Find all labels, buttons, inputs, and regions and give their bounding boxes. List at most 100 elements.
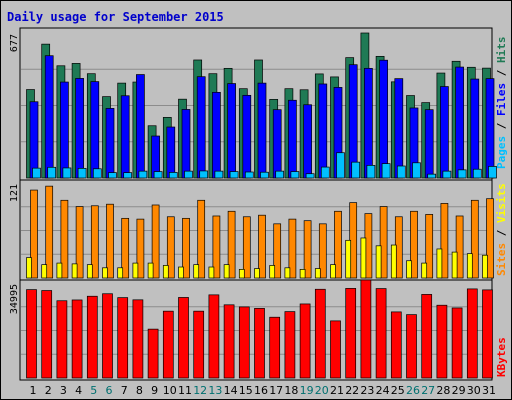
kbytes-bar-22: [345, 288, 357, 379]
pages-bar-28: [442, 170, 452, 179]
y-axis-labels: 677 121 34995: [9, 34, 20, 314]
sites-bar-24: [375, 245, 382, 279]
files-bar-18: [288, 99, 297, 179]
x-label-day-19: 19: [300, 384, 314, 397]
x-label-day-30: 30: [467, 384, 481, 397]
legend-item-files: Files: [495, 83, 508, 116]
pages-bar-12: [199, 170, 209, 179]
x-label-day-15: 15: [239, 384, 253, 397]
pages-bar-26: [412, 162, 421, 179]
kbytes-bar-25: [390, 311, 402, 379]
sites-bar-26: [406, 260, 412, 279]
kbytes-bar-7: [117, 297, 129, 379]
x-label-day-14: 14: [224, 384, 238, 397]
x-label-day-16: 16: [254, 384, 268, 397]
pages-bar-30: [472, 168, 482, 179]
kbytes-bar-28: [436, 304, 448, 379]
x-label-day-21: 21: [330, 384, 344, 397]
visits-bar-5: [90, 205, 99, 279]
sites-bar-4: [71, 263, 78, 279]
sites-bar-29: [451, 251, 458, 279]
sites-bar-16: [254, 268, 260, 279]
visits-bar-26: [410, 210, 418, 279]
kbytes-bar-20: [314, 288, 326, 379]
x-label-day-17: 17: [269, 384, 283, 397]
sites-bar-18: [284, 267, 291, 279]
files-bar-3: [60, 81, 69, 179]
kbytes-bar-10: [162, 310, 174, 379]
kbytes-bar-6: [102, 293, 113, 379]
sites-bar-20: [314, 268, 321, 279]
pages-bar-17: [275, 170, 285, 179]
x-label-day-12: 12: [193, 384, 207, 397]
bars: [26, 32, 497, 379]
visits-bar-8: [136, 218, 145, 279]
files-bar-8: [136, 74, 145, 179]
kbytes-bar-2: [41, 290, 53, 379]
x-label-day-6: 6: [106, 384, 113, 397]
x-label-day-28: 28: [436, 384, 450, 397]
legends: Pages / Files / Hits Sites / Visits KBytes: [495, 37, 508, 378]
sites-bar-12: [193, 264, 200, 279]
files-bar-20: [318, 83, 328, 179]
legend-item-visits: Visits: [495, 183, 508, 223]
x-label-day-2: 2: [45, 384, 52, 397]
pages-bar-18: [290, 171, 300, 179]
x-label-day-22: 22: [345, 384, 359, 397]
sites-bar-22: [345, 239, 352, 279]
visits-bar-19: [303, 220, 312, 279]
kbytes-bar-11: [178, 297, 189, 379]
x-label-day-8: 8: [136, 384, 143, 397]
visits-bar-27: [425, 214, 434, 279]
legend-item-hits: Hits: [495, 37, 508, 64]
files-bar-12: [196, 76, 206, 179]
legend-separator: /: [495, 116, 508, 136]
visits-bar-13: [212, 215, 221, 279]
kbytes-bar-30: [466, 288, 478, 379]
files-bar-19: [303, 104, 312, 179]
x-label-day-10: 10: [163, 384, 177, 397]
legend-item-sites: Sites: [495, 243, 508, 276]
x-label-day-3: 3: [60, 384, 67, 397]
legend-separator: /: [495, 223, 508, 243]
files-bar-24: [379, 59, 388, 179]
files-bar-7: [120, 95, 130, 179]
visits-bar-2: [45, 185, 54, 279]
pages-bar-24: [381, 163, 391, 179]
files-bar-4: [75, 78, 84, 179]
pages-bar-25: [396, 165, 406, 179]
files-bar-25: [394, 78, 404, 179]
x-label-day-20: 20: [315, 384, 329, 397]
kbytes-bar-27: [421, 294, 433, 379]
visits-bar-28: [440, 203, 449, 279]
x-label-day-4: 4: [75, 384, 82, 397]
pages-bar-7: [123, 172, 133, 179]
files-bar-10: [166, 126, 176, 179]
sites-bar-3: [56, 262, 63, 279]
x-label-day-23: 23: [360, 384, 374, 397]
x-label-day-26: 26: [406, 384, 420, 397]
pages-bar-31: [488, 166, 497, 179]
sites-bar-31: [482, 254, 488, 279]
kbytes-bar-8: [132, 299, 144, 379]
sites-bar-13: [208, 266, 215, 279]
visits-bar-12: [197, 199, 206, 279]
files-bar-27: [424, 109, 434, 179]
pages-bar-6: [108, 172, 117, 179]
visits-bar-10: [166, 216, 175, 279]
sites-bar-15: [238, 269, 245, 279]
kbytes-bar-24: [375, 288, 387, 379]
sites-bar-1: [26, 257, 32, 279]
pages-bar-21: [336, 152, 345, 179]
pages-bar-20: [320, 166, 330, 179]
kbytes-bar-1: [26, 289, 37, 379]
visits-bar-6: [106, 203, 114, 279]
x-label-day-9: 9: [151, 384, 158, 397]
x-axis-labels: 1 2 3 4 5 6 7 8 9 10 11 12 13 14 15 16 17 18 19 20 21 22 23 24 2…: [30, 384, 497, 397]
pages-bar-10: [168, 172, 178, 179]
kbytes-bar-15: [238, 306, 250, 379]
sites-bar-6: [102, 267, 108, 279]
sites-bar-23: [360, 237, 367, 279]
sites-bar-17: [269, 265, 276, 279]
